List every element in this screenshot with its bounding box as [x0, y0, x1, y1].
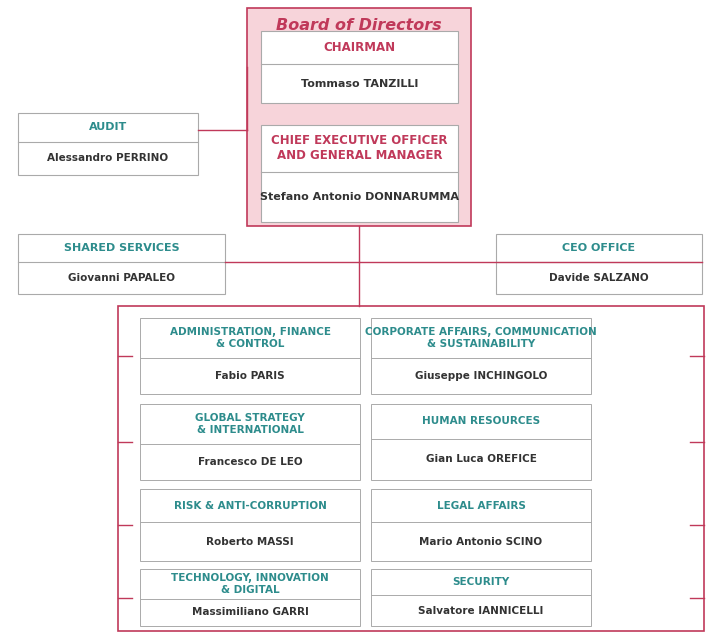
- Text: CORPORATE AFFAIRS, COMMUNICATION
& SUSTAINABILITY: CORPORATE AFFAIRS, COMMUNICATION & SUSTA…: [365, 327, 597, 349]
- Text: Stefano Antonio DONNARUMMA: Stefano Antonio DONNARUMMA: [260, 192, 459, 202]
- FancyBboxPatch shape: [261, 31, 458, 103]
- Text: Roberto MASSI: Roberto MASSI: [206, 537, 294, 546]
- Text: HUMAN RESOURCES: HUMAN RESOURCES: [422, 417, 540, 426]
- FancyBboxPatch shape: [118, 306, 704, 631]
- FancyBboxPatch shape: [18, 234, 225, 294]
- FancyBboxPatch shape: [496, 234, 702, 294]
- Text: TECHNOLOGY, INNOVATION
& DIGITAL: TECHNOLOGY, INNOVATION & DIGITAL: [171, 573, 329, 594]
- FancyBboxPatch shape: [371, 569, 591, 626]
- Text: Salvatore IANNICELLI: Salvatore IANNICELLI: [419, 605, 544, 616]
- Text: SECURITY: SECURITY: [452, 577, 510, 587]
- Text: ADMINISTRATION, FINANCE
& CONTROL: ADMINISTRATION, FINANCE & CONTROL: [169, 327, 330, 349]
- Text: SHARED SERVICES: SHARED SERVICES: [64, 243, 180, 253]
- Text: CHIEF EXECUTIVE OFFICER
AND GENERAL MANAGER: CHIEF EXECUTIVE OFFICER AND GENERAL MANA…: [271, 134, 448, 162]
- Text: Francesco DE LEO: Francesco DE LEO: [197, 456, 302, 467]
- Text: AUDIT: AUDIT: [89, 122, 127, 132]
- Text: Davide SALZANO: Davide SALZANO: [549, 273, 649, 282]
- FancyBboxPatch shape: [140, 318, 360, 394]
- FancyBboxPatch shape: [371, 404, 591, 480]
- FancyBboxPatch shape: [371, 489, 591, 561]
- Text: CEO OFFICE: CEO OFFICE: [562, 243, 635, 253]
- Text: Gian Luca OREFICE: Gian Luca OREFICE: [426, 455, 536, 464]
- FancyBboxPatch shape: [261, 125, 458, 222]
- FancyBboxPatch shape: [140, 489, 360, 561]
- Text: Alessandro PERRINO: Alessandro PERRINO: [47, 153, 169, 163]
- FancyBboxPatch shape: [140, 569, 360, 626]
- Text: Mario Antonio SCINO: Mario Antonio SCINO: [419, 537, 543, 546]
- FancyBboxPatch shape: [140, 404, 360, 480]
- Text: Giuseppe INCHINGOLO: Giuseppe INCHINGOLO: [415, 371, 547, 381]
- Text: Fabio PARIS: Fabio PARIS: [215, 371, 285, 381]
- FancyBboxPatch shape: [247, 8, 471, 226]
- FancyBboxPatch shape: [371, 318, 591, 394]
- Text: LEGAL AFFAIRS: LEGAL AFFAIRS: [437, 501, 526, 510]
- Text: CHAIRMAN: CHAIRMAN: [323, 41, 396, 54]
- Text: Tommaso TANZILLI: Tommaso TANZILLI: [301, 78, 418, 89]
- Text: Giovanni PAPALEO: Giovanni PAPALEO: [68, 273, 175, 282]
- Text: RISK & ANTI-CORRUPTION: RISK & ANTI-CORRUPTION: [174, 501, 327, 510]
- Text: GLOBAL STRATEGY
& INTERNATIONAL: GLOBAL STRATEGY & INTERNATIONAL: [195, 413, 305, 435]
- Text: Massimiliano GARRI: Massimiliano GARRI: [192, 607, 309, 618]
- Text: Board of Directors: Board of Directors: [276, 17, 442, 33]
- FancyBboxPatch shape: [18, 113, 198, 175]
